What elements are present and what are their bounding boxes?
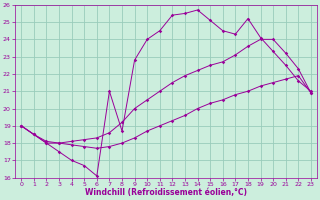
- X-axis label: Windchill (Refroidissement éolien,°C): Windchill (Refroidissement éolien,°C): [85, 188, 247, 197]
